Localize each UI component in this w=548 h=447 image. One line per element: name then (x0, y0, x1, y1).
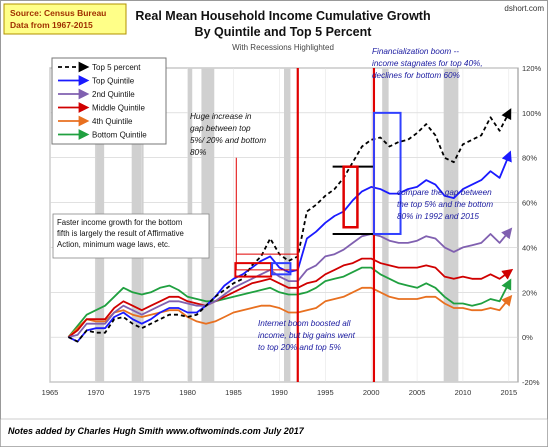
x-tick-label-1970: 1970 (88, 388, 105, 397)
highlight-box-2000 (372, 111, 402, 235)
recession-band-4 (284, 68, 291, 382)
series-line-middle-quintile (67, 257, 514, 338)
y-tick-label-0: 0% (522, 333, 533, 342)
legend: Top 5 percent Top Quintile 2nd Quintile Mid… (51, 57, 167, 145)
x-tick-label-2000: 2000 (363, 388, 380, 397)
highlight-box-1998 (342, 165, 359, 229)
annotation-internet-boom-line-2: to top 20% and top 5% (258, 343, 341, 352)
legend-label-2: 2nd Quintile (92, 90, 135, 99)
series-line-bottom-quintile (67, 266, 512, 338)
chart-subtitle: By Quintile and Top 5 Percent (195, 25, 373, 39)
series-line-top-quintile (68, 150, 512, 343)
legend-label-0: Top 5 percent (92, 63, 141, 72)
series-line-4th-quintile (67, 286, 513, 338)
x-tick-label-1975: 1975 (133, 388, 150, 397)
y-tick-label-60: 60% (522, 199, 537, 208)
series-line-top-5-percent (68, 108, 512, 343)
x-tick-label-1995: 1995 (317, 388, 334, 397)
y-tick-label-120: 120% (522, 64, 542, 73)
y-tick-label-100: 100% (522, 109, 542, 118)
x-tick-label-2010: 2010 (455, 388, 472, 397)
x-tick-label-1990: 1990 (271, 388, 288, 397)
annotation-financialization-line-1: income stagnates for top 40%, (372, 59, 483, 68)
legend-label-3: Middle Quintile (92, 104, 145, 113)
legend-box (51, 57, 167, 145)
legend-label-1: Top Quintile (92, 77, 135, 86)
recession-band-5 (382, 68, 389, 382)
annotation-compare-gap-line-0: compare the gap between (397, 188, 492, 197)
footer-bar (0, 418, 548, 447)
annotation-faster-growth-line-0: Faster income growth for the bottom (57, 218, 182, 227)
y-tick-label-20: 20% (522, 288, 537, 297)
legend-label-4: 4th Quintile (92, 117, 133, 126)
series-line-2nd-quintile (68, 227, 513, 338)
legend-label-5: Bottom Quintile (92, 131, 147, 140)
y-tick-label-80: 80% (522, 154, 537, 163)
annotation-financialization-line-2: declines for bottom 60% (372, 71, 460, 80)
annotation-faster-growth-line-2: Action, minimum wage laws, etc. (57, 240, 170, 249)
x-tick-label-1985: 1985 (225, 388, 242, 397)
faster-growth-box (52, 213, 210, 259)
annotations: Faster income growth for the bottom fifth… (57, 47, 493, 352)
annotation-faster-growth-line-1: fifth is largely the result of Affirmati… (57, 229, 184, 238)
branding: dshort.com (504, 4, 544, 13)
annotation-huge-increase-line-2: 5%/ 20% and bottom (190, 136, 266, 145)
annotation-compare-gap-line-1: the top 5% and the bottom (397, 200, 493, 209)
x-tick-label-2005: 2005 (409, 388, 426, 397)
source-box (3, 3, 127, 35)
recession-band-6 (443, 68, 459, 382)
annotation-financialization-line-0: Financialization boom -- (372, 47, 459, 56)
chart-subtitle-2: With Recessions Highlighted (232, 43, 334, 52)
annotation-internet-boom-line-0: Internet boom boosted all (258, 319, 351, 328)
x-tick-label-2015: 2015 (500, 388, 517, 397)
source-line-2: Data from 1967-2015 (10, 20, 93, 30)
annotation-internet-boom-line-1: income, but big gains went (258, 331, 356, 340)
annotation-huge-increase-line-3: 80% (190, 148, 206, 157)
x-tick-label-1980: 1980 (179, 388, 196, 397)
chart-title: Real Mean Household Income Cumulative Gr… (135, 9, 430, 23)
series-layer (67, 108, 514, 343)
x-axis-ticks: 1965 1970 1975 1980 1985 1990 1995 2000 2005 2010… (42, 388, 518, 397)
x-tick-label-1965: 1965 (42, 388, 59, 397)
source-line-1: Source: Census Bureau (10, 8, 106, 18)
annotation-overlay (234, 68, 402, 382)
highlight-box-1990 (271, 262, 292, 276)
y-axis-ticks: -20% 0% 20% 40% 60% 80% 100% 120% (522, 64, 542, 387)
annotation-compare-gap-line-2: 80% in 1992 and 2015 (397, 212, 479, 221)
footer-note: Notes added by Charles Hugh Smith www.of… (8, 426, 305, 436)
annotation-huge-increase-line-0: Huge increase in (190, 112, 252, 121)
annotation-huge-increase-line-1: gap between top (190, 124, 251, 133)
y-tick-label-40: 40% (522, 243, 537, 252)
y-tick-label--20: -20% (522, 378, 540, 387)
